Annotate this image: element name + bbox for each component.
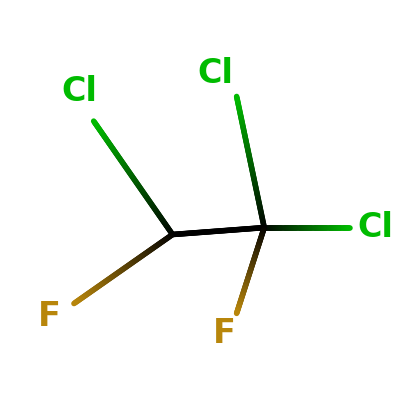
Text: Cl: Cl — [357, 211, 393, 244]
Text: F: F — [213, 317, 236, 350]
Text: Cl: Cl — [197, 57, 233, 90]
Text: F: F — [38, 300, 61, 333]
Text: Cl: Cl — [61, 75, 97, 108]
